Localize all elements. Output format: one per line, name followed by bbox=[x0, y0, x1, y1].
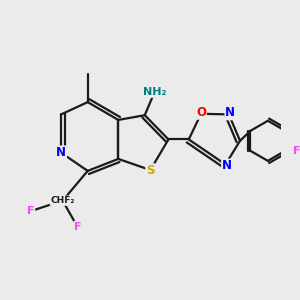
Text: F: F bbox=[27, 206, 34, 216]
Text: N: N bbox=[222, 159, 232, 172]
Text: NH₂: NH₂ bbox=[143, 87, 166, 97]
Text: N: N bbox=[56, 146, 66, 159]
Text: CHF₂: CHF₂ bbox=[50, 196, 75, 205]
Text: F: F bbox=[293, 146, 300, 156]
Text: F: F bbox=[74, 222, 82, 232]
Text: O: O bbox=[196, 106, 206, 119]
Text: N: N bbox=[225, 106, 235, 119]
Text: S: S bbox=[146, 164, 154, 177]
